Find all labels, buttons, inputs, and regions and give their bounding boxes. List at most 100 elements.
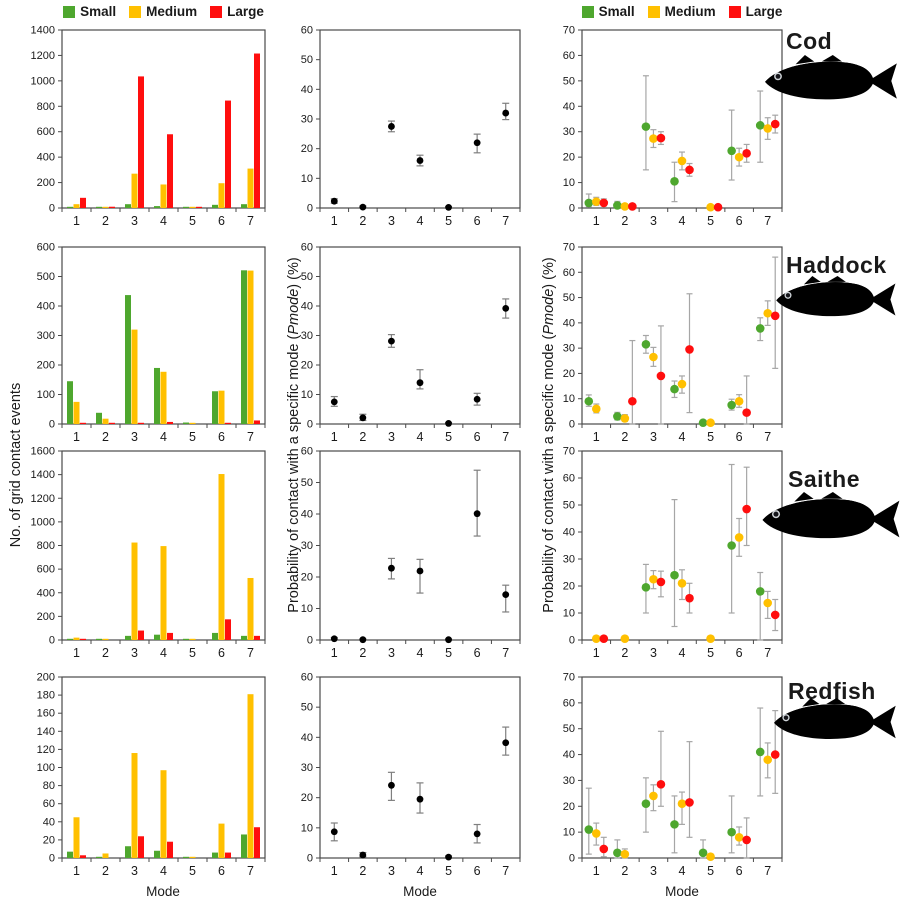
saithe-image [762, 492, 900, 539]
svg-text:60: 60 [563, 50, 575, 62]
legend-label-large: Large [745, 4, 783, 19]
svg-text:2: 2 [621, 864, 628, 878]
svg-text:3: 3 [650, 430, 657, 444]
svg-text:4: 4 [160, 646, 167, 660]
svg-text:1: 1 [331, 214, 338, 228]
svg-text:3: 3 [131, 864, 138, 878]
svg-text:30: 30 [301, 330, 313, 342]
svg-text:50: 50 [301, 477, 313, 489]
svg-text:6: 6 [474, 214, 481, 228]
small-swatch-icon [63, 5, 76, 18]
svg-text:0: 0 [49, 635, 55, 647]
svg-text:10: 10 [301, 389, 313, 401]
svg-text:2: 2 [102, 214, 109, 228]
svg-text:4: 4 [160, 864, 167, 878]
svg-text:6: 6 [736, 864, 743, 878]
svg-text:600: 600 [37, 564, 55, 576]
svg-text:40: 40 [301, 732, 313, 744]
svg-text:20: 20 [301, 360, 313, 372]
svg-text:30: 30 [301, 762, 313, 774]
svg-text:50: 50 [563, 292, 575, 304]
svg-text:0: 0 [569, 203, 575, 215]
svg-text:50: 50 [563, 500, 575, 512]
svg-text:70: 70 [563, 446, 575, 458]
svg-text:2: 2 [359, 864, 366, 878]
svg-text:7: 7 [247, 646, 254, 660]
svg-text:5: 5 [445, 430, 452, 444]
prob-label-suffix: ) (%) [541, 257, 557, 289]
svg-text:0: 0 [49, 419, 55, 431]
panel-cod-dots: 0 10 20 30 40 50 60 1 2 3 4 5 6 7 [301, 25, 521, 228]
panel-saithe-groupdots: 0 10 20 30 40 50 60 70 1 2 3 4 5 6 7 [563, 446, 783, 660]
svg-text:70: 70 [563, 242, 575, 254]
svg-text:4: 4 [417, 646, 424, 660]
prob-label-prefix: Probability of contact with a specific m… [541, 334, 557, 613]
svg-text:6: 6 [736, 430, 743, 444]
svg-text:10: 10 [301, 822, 313, 834]
svg-text:5: 5 [707, 214, 714, 228]
svg-text:7: 7 [764, 864, 771, 878]
svg-text:7: 7 [247, 864, 254, 878]
svg-text:20: 20 [301, 143, 313, 155]
svg-text:70: 70 [563, 672, 575, 684]
svg-text:10: 10 [563, 177, 575, 189]
svg-text:200: 200 [37, 177, 55, 189]
svg-text:0: 0 [569, 419, 575, 431]
svg-text:6: 6 [474, 864, 481, 878]
svg-text:20: 20 [563, 801, 575, 813]
y-axis-title-probability-right: Probability of contact with a specific m… [541, 257, 557, 612]
svg-text:20: 20 [301, 572, 313, 584]
svg-text:5: 5 [445, 214, 452, 228]
svg-text:2: 2 [359, 214, 366, 228]
panel-redfish-dots: 0 10 20 30 40 50 60 1 2 3 4 5 6 7 [301, 672, 521, 878]
svg-text:40: 40 [301, 509, 313, 521]
legend-label-medium: Medium [146, 4, 198, 19]
species-label-cod: Cod [786, 28, 833, 54]
svg-text:2: 2 [359, 646, 366, 660]
svg-text:0: 0 [307, 853, 313, 865]
svg-text:2: 2 [102, 864, 109, 878]
svg-text:2: 2 [102, 646, 109, 660]
svg-text:500: 500 [37, 271, 55, 283]
svg-text:50: 50 [301, 54, 313, 66]
y-axis-title-contact-events: No. of grid contact events [8, 382, 24, 548]
svg-text:30: 30 [563, 343, 575, 355]
svg-text:50: 50 [301, 702, 313, 714]
svg-text:50: 50 [563, 75, 575, 87]
svg-text:30: 30 [563, 775, 575, 787]
svg-text:3: 3 [650, 646, 657, 660]
svg-text:5: 5 [189, 430, 196, 444]
small-swatch-icon [581, 5, 594, 18]
svg-text:40: 40 [563, 527, 575, 539]
svg-text:1: 1 [73, 646, 80, 660]
svg-text:10: 10 [563, 827, 575, 839]
svg-text:2: 2 [621, 430, 628, 444]
svg-text:4: 4 [160, 430, 167, 444]
svg-text:1200: 1200 [31, 493, 55, 505]
prob-label-pmode: Pmode [541, 288, 557, 335]
svg-text:5: 5 [445, 864, 452, 878]
svg-text:1200: 1200 [31, 50, 55, 62]
svg-text:50: 50 [301, 271, 313, 283]
svg-text:60: 60 [563, 697, 575, 709]
panel-redfish-bar: 0 20 40 60 80 100 120 140 160 180 200 1 2 3 4 5 6 7 [37, 672, 266, 878]
svg-text:120: 120 [37, 744, 55, 756]
svg-text:10: 10 [301, 173, 313, 185]
panel-saithe-dots: 0 10 20 30 40 50 60 1 2 3 4 5 6 7 [301, 446, 521, 660]
svg-text:1400: 1400 [31, 25, 55, 37]
prob-label-suffix: ) (%) [286, 257, 302, 289]
species-label-saithe: Saithe [788, 466, 861, 492]
svg-text:4: 4 [417, 214, 424, 228]
legend-item-large: Large [210, 4, 264, 19]
svg-text:60: 60 [301, 242, 313, 254]
svg-text:200: 200 [37, 611, 55, 623]
species-label-haddock: Haddock [786, 252, 887, 278]
svg-text:5: 5 [445, 646, 452, 660]
svg-text:7: 7 [502, 646, 509, 660]
svg-text:400: 400 [37, 301, 55, 313]
svg-text:7: 7 [247, 214, 254, 228]
y-axis-title-probability-middle: Probability of contact with a specific m… [286, 257, 302, 612]
svg-text:0: 0 [569, 635, 575, 647]
svg-text:3: 3 [131, 646, 138, 660]
